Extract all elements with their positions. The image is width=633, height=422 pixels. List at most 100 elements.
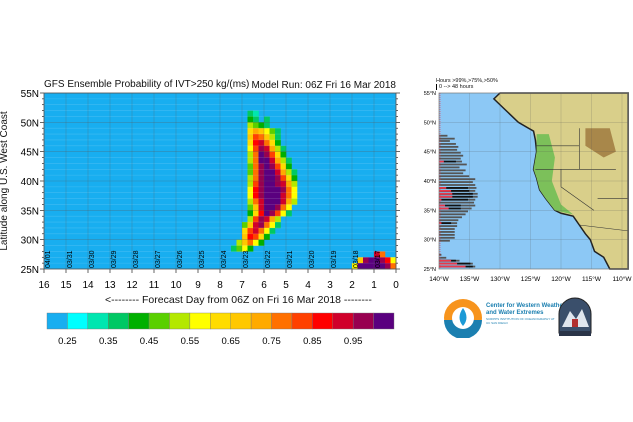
- x-tick-label: 8: [217, 280, 223, 291]
- heatmap-cell: [253, 145, 259, 152]
- heatmap-cell: [247, 204, 254, 211]
- hours-bar-99: [439, 195, 453, 198]
- heatmap-cell: [286, 157, 292, 164]
- heatmap-cell: [253, 122, 259, 129]
- heatmap-cell: [247, 128, 254, 135]
- heatmap-cell: [275, 186, 281, 194]
- heatmap-cell: [264, 163, 270, 170]
- date-label: 04/01: [45, 250, 52, 268]
- hours-bar-50: [439, 137, 455, 140]
- heatmap-cell: [253, 222, 259, 229]
- hours-bar-50: [439, 163, 467, 166]
- heatmap-cell: [264, 122, 270, 129]
- heatmap-cell: [253, 157, 259, 164]
- heatmap-cell: [264, 175, 270, 182]
- heatmap-cell: [275, 181, 281, 188]
- hours-bar-50: [439, 225, 458, 227]
- hours-bar-99: [439, 265, 466, 268]
- heatmap-cell: [253, 134, 259, 141]
- heatmap-cell: [258, 122, 265, 129]
- colorbar-swatch: [169, 312, 191, 330]
- map-lat-label: 40°N: [424, 179, 436, 185]
- heatmap-cell: [242, 227, 248, 235]
- heatmap-cell: [269, 210, 276, 217]
- heatmap-cell: [258, 169, 265, 176]
- state-border: [579, 224, 629, 232]
- x-tick-label: 1: [371, 280, 377, 291]
- x-tick-label: 4: [305, 280, 311, 291]
- heatmap-cell: [280, 210, 287, 217]
- heatmap-cell: [291, 181, 298, 188]
- x-tick-label: 6: [261, 280, 267, 291]
- heatmap-cell: [264, 134, 270, 141]
- heatmap-cell: [253, 169, 259, 176]
- heatmap-cell: [253, 163, 259, 170]
- cw3e-line1: Center for Western Weather: [486, 303, 566, 309]
- y-tick-label: 30N: [21, 236, 39, 247]
- hours-bar-50: [439, 145, 459, 148]
- colorbar-label: 0.55: [181, 336, 200, 347]
- heatmap-cell: [247, 192, 254, 199]
- heatmap-cell: [275, 163, 281, 170]
- heatmap-cell: [242, 239, 248, 246]
- heatmap-cell: [352, 263, 358, 270]
- date-label: 03/20: [309, 250, 316, 268]
- hours-bar-75: [439, 195, 473, 198]
- colorbar-label: 0.25: [58, 336, 77, 347]
- colorbar-swatch: [128, 312, 150, 330]
- heatmap-cell: [247, 222, 254, 229]
- heatmap-cell: [264, 145, 270, 152]
- heatmap-cell: [247, 233, 254, 240]
- colorbar-swatch: [250, 312, 272, 330]
- heatmap-cell: [269, 198, 276, 205]
- heatmap-cell: [247, 210, 254, 217]
- heatmap-cell: [379, 257, 386, 264]
- heatmap-cell: [269, 163, 276, 170]
- heatmap-cell: [264, 186, 270, 194]
- heatmap-cell: [258, 222, 265, 229]
- map-lon-label: 110°W: [612, 275, 632, 283]
- hours-bar-75: [439, 187, 468, 189]
- heatmap-cell: [269, 216, 276, 223]
- hours-bar-50: [439, 233, 455, 236]
- heatmap-cell: [247, 239, 254, 246]
- y-tick-label: 35N: [21, 206, 39, 217]
- x-tick-label: 10: [170, 280, 182, 291]
- x-tick-label: 7: [239, 280, 245, 291]
- plot-frame: [43, 92, 397, 270]
- heatmap-cell: [275, 151, 281, 158]
- map-lon-label: 120°W: [551, 275, 571, 283]
- date-label: 03/23: [243, 250, 250, 268]
- hours-bar-75: [439, 192, 473, 195]
- hours-bar-50: [439, 228, 455, 230]
- date-label: 03/19: [331, 250, 338, 268]
- plot-background: [44, 93, 396, 269]
- colorbar-label: 0.45: [140, 336, 159, 347]
- heatmap-cell: [242, 245, 248, 252]
- y-tick-label: 40N: [21, 177, 39, 188]
- heatmap-cell: [264, 181, 270, 188]
- heatmap-cell: [275, 169, 281, 176]
- heatmap-cell: [357, 257, 364, 264]
- heatmap-cell: [286, 175, 292, 182]
- heatmap-cell: [258, 134, 265, 141]
- colorbar-swatch: [332, 312, 354, 330]
- heatmap-cell: [275, 192, 281, 199]
- hours-bar-50: [439, 172, 464, 175]
- x-tick-label: 9: [195, 280, 201, 291]
- hours-bar-50: [439, 166, 460, 169]
- heatmap-cell: [236, 245, 243, 252]
- heatmap-cell: [258, 157, 265, 164]
- heatmap-cell: [258, 192, 265, 199]
- heatmap-cell: [264, 210, 270, 217]
- heatmap-cell: [247, 227, 254, 235]
- heatmap-cell: [363, 263, 369, 270]
- colorbar-swatch: [352, 312, 374, 330]
- heatmap-cell: [269, 175, 276, 182]
- heatmap-cell: [258, 239, 265, 246]
- heatmap-cell: [247, 198, 254, 205]
- heatmap-cell: [368, 257, 375, 264]
- heatmap-cell: [275, 222, 281, 229]
- heatmap-cell: [280, 145, 287, 152]
- x-axis-label: <-------- Forecast Day from 06Z on Fri 1…: [105, 294, 372, 306]
